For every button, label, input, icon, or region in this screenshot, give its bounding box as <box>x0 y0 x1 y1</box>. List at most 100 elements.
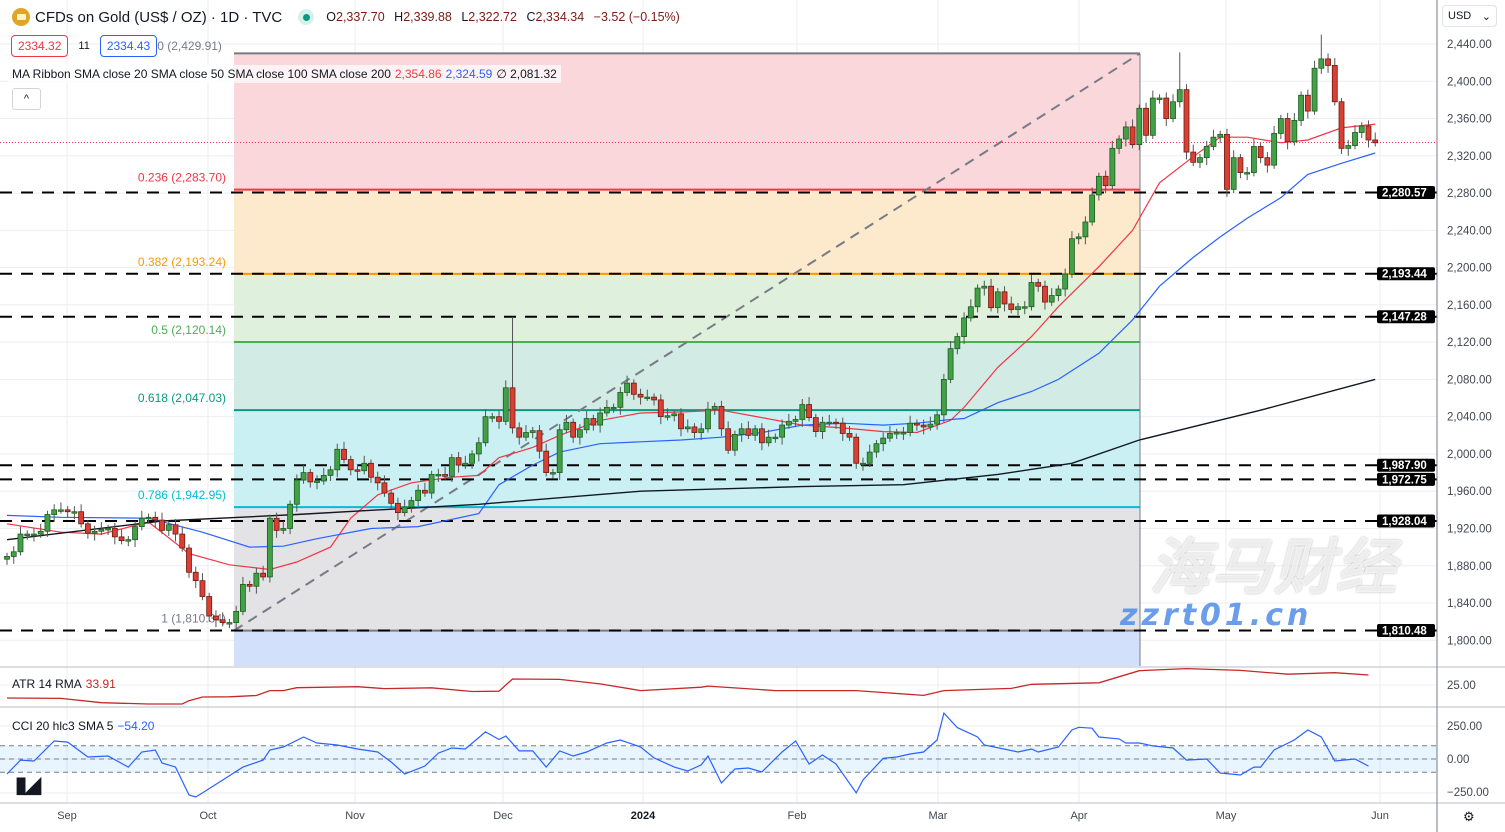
candle-body-up <box>610 406 617 410</box>
candle <box>145 513 152 524</box>
horizontal-line-price-label: 1,987.90 <box>1382 460 1427 472</box>
candle <box>388 489 395 509</box>
candle-body-down <box>1042 285 1048 303</box>
cci-legend[interactable]: CCI 20 hlc3 SMA 5 −54.20 <box>12 719 154 733</box>
candle-body-up <box>1116 138 1122 149</box>
candle-body-down <box>192 571 199 582</box>
price-tick-label: 2,080.00 <box>1447 374 1492 386</box>
candle-body-up <box>1055 288 1062 296</box>
candle <box>772 433 779 443</box>
candle-body-down <box>1190 151 1197 163</box>
candle-body-down <box>590 418 597 426</box>
sell-button[interactable]: 2334.32 <box>11 35 69 57</box>
candle-body-up <box>893 432 900 435</box>
fib-level-label: 0.5 (2,120.14) <box>151 323 226 337</box>
candle-body-up <box>887 433 893 439</box>
candle-body-up <box>4 556 10 560</box>
candle-body-down <box>78 511 85 525</box>
buy-button[interactable]: 2334.43 <box>99 35 158 57</box>
atr-legend[interactable]: ATR 14 RMA 33.91 <box>12 677 116 691</box>
candle-body-up <box>738 428 745 435</box>
candle-body-down <box>1338 101 1345 149</box>
fibonacci-retracement[interactable]: 0.236 (2,283.70) 0.382 (2,193.24) 0.5 (2,1… <box>138 52 1141 666</box>
settings-icon[interactable]: ⚙ <box>1463 809 1475 824</box>
candle-body-up <box>711 406 718 410</box>
candle <box>529 426 536 439</box>
open-value: 2,337.70 <box>336 10 385 24</box>
candle <box>374 471 381 491</box>
candle <box>1203 140 1210 166</box>
candle <box>118 529 125 545</box>
candle <box>637 388 644 405</box>
candle <box>1035 278 1042 292</box>
candle <box>853 433 860 469</box>
candle-body-up <box>287 503 293 529</box>
candle-body-up <box>698 428 705 433</box>
candle <box>71 506 78 520</box>
market-status-icon[interactable] <box>298 9 315 25</box>
candle-body-down <box>206 596 213 617</box>
candle <box>833 418 839 429</box>
sma20-value: 2,354.86 <box>394 67 442 81</box>
ma-ribbon-legend[interactable]: MA Ribbon SMA close 20 SMA close 50 SMA … <box>8 65 561 83</box>
candle <box>105 524 111 536</box>
candle <box>327 466 334 481</box>
candle-body-up <box>475 442 482 455</box>
candle-body-up <box>1028 282 1035 308</box>
time-tick-label: 2024 <box>630 810 656 822</box>
price-tick-label: 2,440.00 <box>1447 39 1492 51</box>
collapse-legend-button[interactable]: ^ <box>12 88 41 110</box>
candle <box>812 413 819 438</box>
candle <box>792 415 799 427</box>
candle <box>1237 153 1244 179</box>
time-tick-label: Feb <box>787 810 807 822</box>
candle-body-down <box>1183 89 1190 153</box>
candle-body-up <box>603 406 610 414</box>
fib-level-label: 0.618 (2,047.03) <box>138 391 226 405</box>
candle <box>738 423 745 442</box>
candle <box>927 416 934 431</box>
symbol-title[interactable]: CFDs on Gold (US$ / OZ) · 1D · TVC <box>35 8 283 26</box>
candle <box>260 565 267 581</box>
candle <box>273 512 280 538</box>
currency-select[interactable]: USD ⌄ <box>1442 5 1497 27</box>
candle-body-up <box>1021 306 1028 309</box>
candle-body-up <box>772 436 779 440</box>
candle-body-up <box>327 469 334 476</box>
candle-body-up <box>428 474 435 494</box>
time-tick-label: Nov <box>345 810 365 822</box>
candle-body-up <box>71 511 78 514</box>
close-value: 2,334.34 <box>535 10 585 24</box>
candle <box>448 453 455 482</box>
candle-body-down <box>509 387 516 429</box>
time-tick-label: Sep <box>57 810 77 822</box>
candle <box>779 419 785 445</box>
candle-body-up <box>940 379 947 416</box>
candle <box>705 401 711 433</box>
candle-body-up <box>860 462 866 466</box>
candle <box>718 400 725 437</box>
candle-body-down <box>630 382 637 395</box>
fib-level-label: 0.236 (2,283.70) <box>138 171 226 185</box>
candle-body-up <box>947 348 954 380</box>
watermark-site: zzrt01.cn <box>1120 598 1313 633</box>
candle <box>502 380 509 426</box>
candle <box>981 280 988 296</box>
candle-body-down <box>381 482 388 494</box>
candle <box>671 410 678 422</box>
candle-body-up <box>1062 273 1069 290</box>
tradingview-logo[interactable]: ▮◢ <box>15 772 41 797</box>
candle <box>1170 94 1176 123</box>
candle <box>1210 129 1217 151</box>
candle <box>314 475 320 490</box>
price-axis[interactable]: 2,440.00 2,400.00 2,360.00 2,320.00 2,280.00… <box>1377 39 1492 799</box>
horizontal-lines[interactable] <box>0 141 1437 632</box>
candle <box>920 419 927 435</box>
candle-body-down <box>186 547 192 573</box>
candle <box>10 546 17 564</box>
candle-body-up <box>1251 146 1257 173</box>
candle <box>1136 104 1143 151</box>
candle-body-down <box>536 430 543 452</box>
candle <box>1365 120 1372 148</box>
